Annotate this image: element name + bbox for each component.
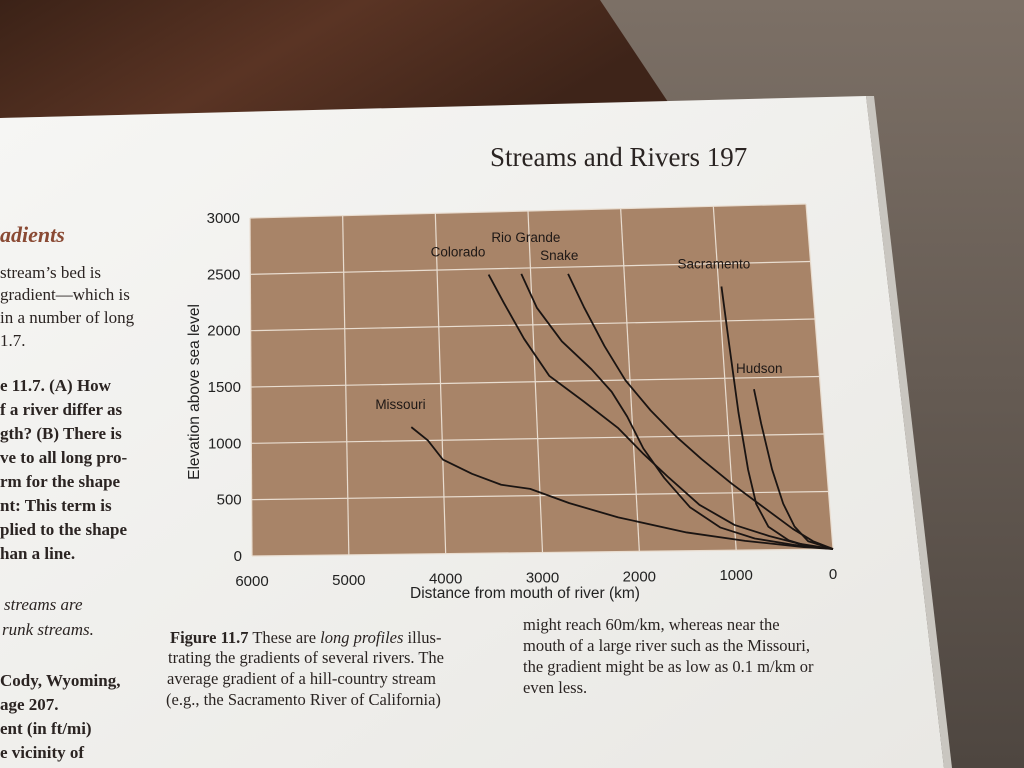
wooden-table	[0, 0, 668, 118]
x-tick-label: 3000	[526, 570, 559, 587]
left-column-line: gradient—which is	[0, 285, 130, 304]
caption-left-line: trating the gradients of several rivers.…	[168, 648, 444, 667]
series-label: Snake	[540, 248, 578, 263]
caption-right-line: even less.	[523, 678, 588, 697]
x-tick-label: 5000	[332, 572, 365, 589]
series-label: Colorado	[431, 245, 486, 260]
left-column-line: streams are	[4, 595, 83, 614]
x-tick-label: 0	[829, 566, 837, 583]
left-column-line: gth? (B) There is	[0, 424, 122, 443]
y-tick-label: 3000	[207, 210, 240, 227]
series-label: Sacramento	[677, 256, 750, 271]
left-column-line: age 207.	[0, 695, 59, 714]
caption-right-line: might reach 60m/km, whereas near the	[523, 615, 780, 634]
grid-line-horizontal	[250, 318, 816, 332]
left-column-line: e 11.7. (A) How	[0, 376, 111, 395]
series-label: Missouri	[375, 397, 425, 412]
left-column-line: ent (in ft/mi)	[0, 719, 92, 738]
caption-left-line: average gradient of a hill-country strea…	[167, 669, 436, 688]
grid-line-horizontal	[251, 548, 834, 557]
grid-line-horizontal	[250, 260, 811, 275]
left-column-line: in a number of long	[0, 308, 135, 327]
series-line-rio-grande	[520, 273, 834, 550]
x-tick-label: 2000	[623, 568, 656, 585]
left-column-line: stream’s bed is	[0, 263, 102, 282]
series-line-sacramento	[720, 286, 834, 550]
series-line-snake	[567, 273, 834, 550]
x-axis-label: Distance from mouth of river (km)	[410, 585, 640, 602]
left-column-line: ve to all long pro-	[0, 448, 128, 467]
left-column-line: nt: This term is	[0, 496, 112, 515]
y-tick-label: 0	[234, 548, 242, 565]
y-axis-label: Elevation above sea level	[186, 304, 203, 480]
series-label: Rio Grande	[491, 230, 560, 245]
series-line-colorado	[487, 274, 834, 550]
y-tick-label: 2000	[207, 323, 240, 340]
left-column-line: adients	[0, 222, 65, 247]
left-column-line: runk streams.	[2, 620, 94, 639]
left-column-line: e vicinity of	[0, 743, 85, 762]
left-column-line: plied to the shape	[0, 520, 128, 539]
series-line-hudson	[753, 389, 834, 550]
caption-right-line: mouth of a large river such as the Misso…	[523, 636, 811, 655]
page-edge-shadow	[866, 96, 952, 768]
caption-left-line: (e.g., the Sacramento River of Californi…	[166, 690, 441, 709]
grid-line-horizontal	[251, 433, 825, 444]
left-column-line: han a line.	[0, 544, 76, 563]
grid-line-horizontal	[249, 203, 807, 219]
series-line-missouri	[410, 426, 834, 550]
x-tick-label: 1000	[719, 567, 752, 584]
y-tick-label: 500	[217, 492, 242, 509]
left-column-line: Cody, Wyoming,	[0, 671, 121, 690]
left-column-line: 1.7.	[0, 331, 26, 350]
series-label: Hudson	[736, 361, 783, 376]
x-tick-label: 4000	[429, 571, 462, 588]
caption-right-line: the gradient might be as low as 0.1 m/km…	[523, 657, 814, 676]
y-tick-label: 1000	[208, 435, 241, 452]
left-column-line: rm for the shape	[0, 472, 121, 491]
left-column-line: f a river differ as	[0, 400, 123, 419]
grid-line-horizontal	[250, 375, 820, 388]
y-tick-label: 1500	[208, 379, 241, 396]
caption-left-line: Figure 11.7 These are long profiles illu…	[170, 628, 442, 647]
x-tick-label: 6000	[235, 573, 268, 590]
plot-area	[250, 204, 833, 556]
page-header: Streams and Rivers 197	[490, 142, 748, 172]
y-tick-label: 2500	[207, 266, 240, 283]
grid-line-horizontal	[251, 490, 829, 501]
